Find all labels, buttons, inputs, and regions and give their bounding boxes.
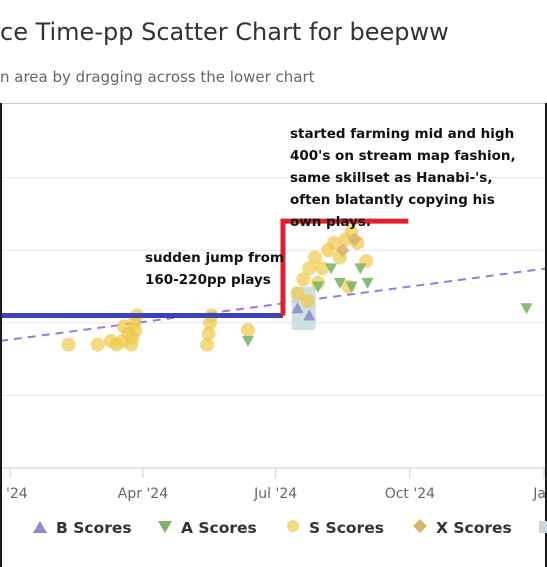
b-score-point xyxy=(291,302,304,314)
s-score-point xyxy=(327,235,342,250)
legend-item-b-scores[interactable]: B Scores xyxy=(32,519,132,537)
x-tick-label: n '24 xyxy=(0,486,28,502)
s-score-point xyxy=(200,337,215,352)
triangle-down-icon xyxy=(157,519,173,537)
chart-title: ce Time-pp Scatter Chart for beepww xyxy=(0,18,449,46)
chart-subtitle: n area by dragging across the lower char… xyxy=(0,68,315,86)
s-score-point xyxy=(296,272,311,287)
legend-item-x-scores[interactable]: X Scores xyxy=(412,519,512,537)
s-score-point xyxy=(308,250,323,265)
x-axis: n '24 Apr '24 Jul '24 Oct '24 Jan xyxy=(0,468,547,502)
x-tick-label: Apr '24 xyxy=(118,486,168,502)
b-score-point xyxy=(303,309,316,321)
s-score-point xyxy=(302,261,317,276)
s-score-point xyxy=(90,337,105,352)
a-score-point xyxy=(361,277,374,289)
s-score-point xyxy=(300,294,315,309)
chart-legend: B Scores A Scores S Scores X Scores xyxy=(0,515,547,547)
a-score-point xyxy=(354,263,367,275)
legend-label: B Scores xyxy=(56,519,132,537)
x-tick-label: Jul '24 xyxy=(253,486,297,502)
s-score-point xyxy=(116,319,131,334)
right-edge-border xyxy=(545,103,547,567)
a-score-point xyxy=(333,277,346,289)
diamond-icon xyxy=(412,519,428,537)
legend-label: S Scores xyxy=(309,519,384,537)
a-score-point xyxy=(325,263,338,275)
legend-item-a-scores[interactable]: A Scores xyxy=(157,519,257,537)
x-score-point xyxy=(335,243,350,258)
a-score-point xyxy=(520,303,533,315)
legend-item-s-scores[interactable]: S Scores xyxy=(285,519,384,537)
legend-label: A Scores xyxy=(181,519,257,537)
legend-item-partial xyxy=(537,519,547,537)
s-score-point xyxy=(315,261,330,276)
data-points xyxy=(61,225,533,352)
s-score-point xyxy=(61,337,76,352)
s-score-point xyxy=(290,286,305,301)
trendline-group xyxy=(0,267,547,342)
left-edge-border xyxy=(0,103,2,567)
annotation-farming: started farming mid and high 400's on st… xyxy=(290,126,516,230)
circle-icon xyxy=(285,519,301,537)
square-icon xyxy=(537,519,547,537)
s-score-point xyxy=(240,323,255,338)
plot-top-border xyxy=(0,103,547,104)
a-score-point xyxy=(311,281,324,293)
annotation-sudden-jump: sudden jump from 160-220pp plays xyxy=(145,250,284,288)
annotation-lines xyxy=(0,218,409,319)
s-score-point xyxy=(124,337,139,352)
s-score-point xyxy=(201,326,216,341)
triangle-up-icon xyxy=(32,519,48,537)
a-score-point xyxy=(345,281,358,293)
red-marker-bracket xyxy=(280,218,409,316)
legend-label: X Scores xyxy=(436,519,512,537)
a-score-point xyxy=(241,335,254,347)
s-score-point xyxy=(128,323,143,338)
gridlines xyxy=(0,177,547,469)
x-tick-label: Jan xyxy=(532,486,547,502)
x-score-point xyxy=(347,232,362,247)
x-tick-label: Oct '24 xyxy=(385,486,435,502)
trendline xyxy=(0,267,547,342)
